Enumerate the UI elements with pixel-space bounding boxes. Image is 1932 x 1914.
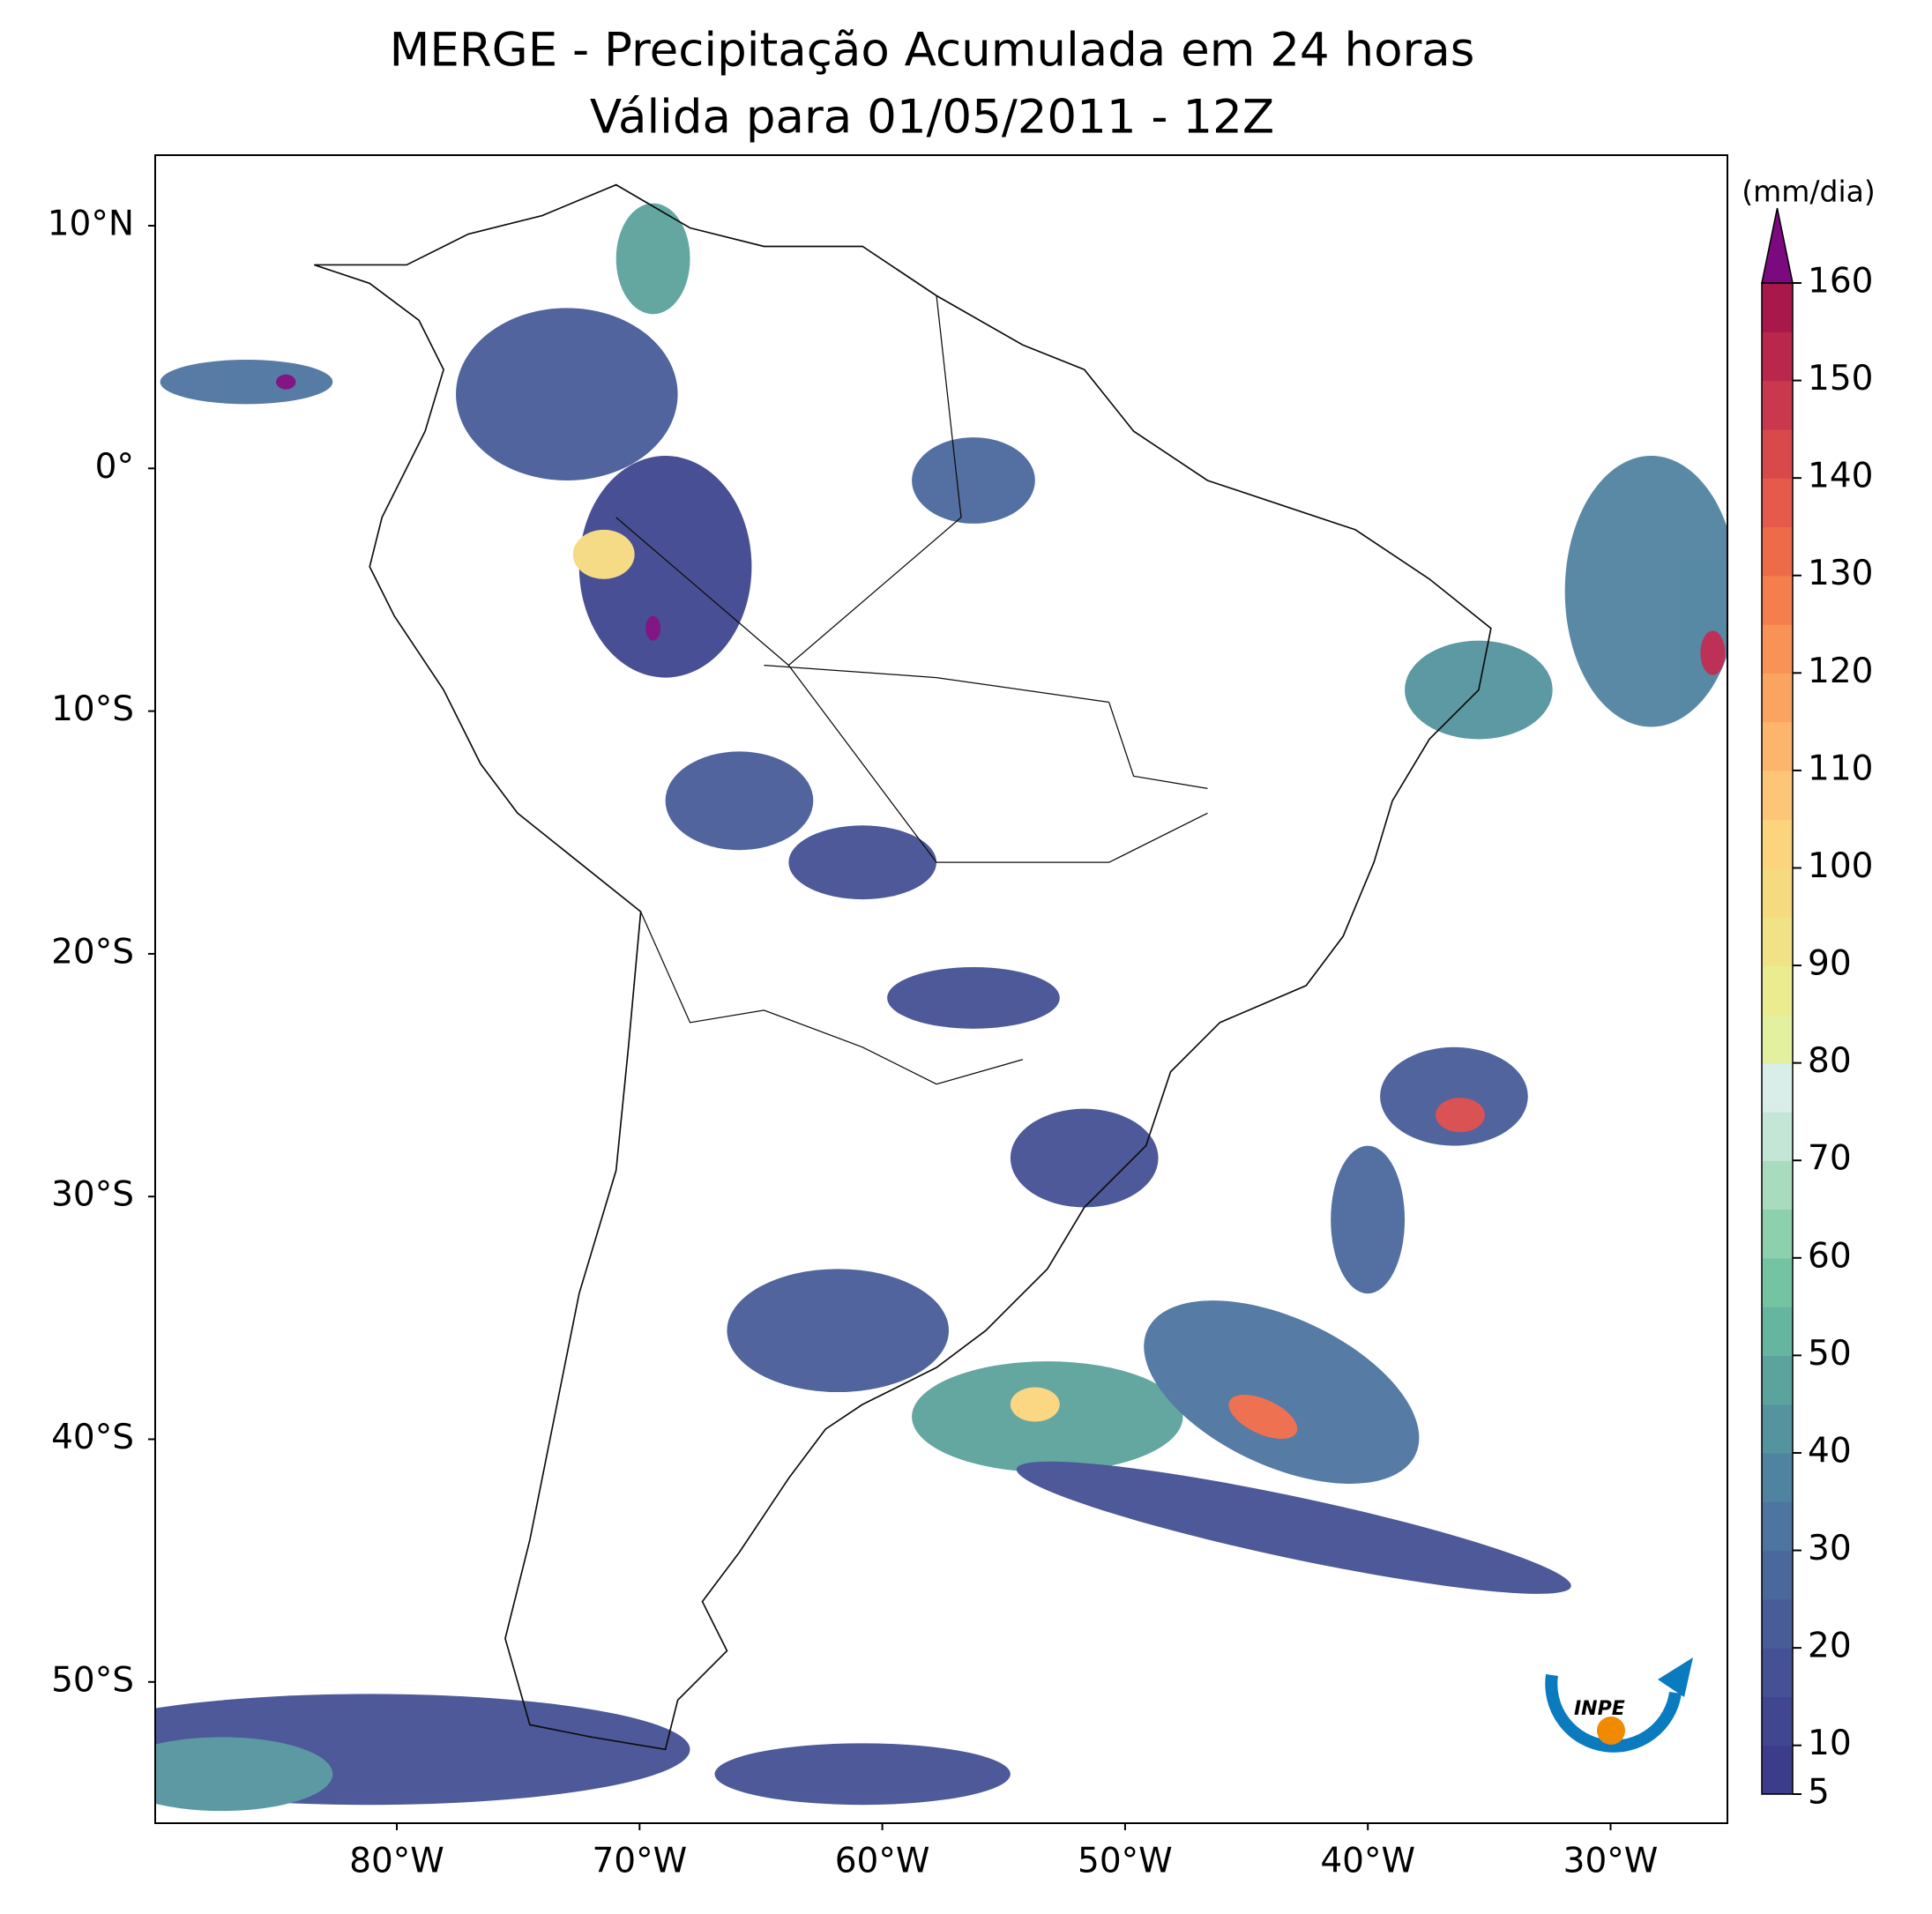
- colorbar-segment: [1762, 868, 1793, 918]
- colorbar-tick-label: 120: [1808, 652, 1873, 691]
- colorbar-segment: [1762, 624, 1793, 674]
- borders: [615, 295, 1208, 1085]
- colorbar-segment: [1762, 1550, 1793, 1600]
- colorbar-segment: [1762, 1696, 1793, 1746]
- lat-label: 30°S: [51, 1175, 134, 1215]
- map-frame: [154, 154, 1728, 1824]
- lon-label: 50°W: [1078, 1842, 1173, 1881]
- colorbar-tick-label: 100: [1808, 846, 1873, 886]
- subtitle: Válida para 01/05/2011 - 12Z: [590, 91, 1274, 145]
- lat-label: 20°S: [51, 932, 134, 972]
- colorbar-segment: [1762, 331, 1793, 382]
- colorbar-segment: [1762, 1355, 1793, 1405]
- colorbar-segment: [1762, 1257, 1793, 1307]
- colorbar-segment: [1762, 1648, 1793, 1698]
- colorbar-tick-label: 20: [1808, 1627, 1852, 1666]
- colorbar-segment: [1762, 1111, 1793, 1161]
- colorbar-segment: [1762, 1501, 1793, 1552]
- colorbar-segment: [1762, 721, 1793, 771]
- colorbar-tick-label: 90: [1808, 944, 1852, 984]
- colorbar-segment: [1762, 770, 1793, 820]
- colorbar-segment: [1762, 428, 1793, 479]
- title: MERGE - Precipitação Acumulada em 24 hor…: [390, 24, 1475, 78]
- logo-arc: [1545, 1674, 1682, 1753]
- lat-label: 10°S: [51, 689, 134, 729]
- colorbar-tick-label: 150: [1808, 359, 1873, 398]
- colorbar-segment: [1762, 1404, 1793, 1454]
- coastline: [314, 183, 1492, 1751]
- colorbar-tick-label: 60: [1808, 1236, 1852, 1276]
- colorbar-segment: [1762, 526, 1793, 577]
- lon-label: 40°W: [1320, 1842, 1415, 1881]
- colorbar-segment: [1762, 916, 1793, 966]
- colorbar-segment: [1762, 380, 1793, 430]
- logo-sun: [1597, 1717, 1625, 1745]
- colorbar-segment: [1762, 1452, 1793, 1502]
- logo: INPE: [1545, 1657, 1693, 1753]
- colorbar-segment: [1762, 1014, 1793, 1064]
- colorbar-segment: [1762, 673, 1793, 723]
- colorbar-segment: [1762, 1598, 1793, 1649]
- colorbar-segment: [1762, 1209, 1793, 1259]
- colorbar-segment: [1762, 283, 1793, 332]
- colorbar-segment: [1762, 1160, 1793, 1210]
- colorbar-frame: [1761, 282, 1794, 1795]
- colorbar-tick-label: 5: [1808, 1773, 1830, 1813]
- lat-label: 50°S: [51, 1660, 134, 1700]
- colorbar-segment: [1762, 1307, 1793, 1356]
- colorbar-label: (mm/dia): [1742, 175, 1876, 209]
- colorbar-segment: [1762, 478, 1793, 528]
- colorbar-segment: [1762, 1745, 1793, 1795]
- colorbar-tick-label: 70: [1808, 1139, 1852, 1179]
- logo-text: INPE: [1574, 1698, 1625, 1720]
- lon-label: 80°W: [349, 1842, 444, 1881]
- colorbar-tick-label: 130: [1808, 554, 1873, 593]
- lat-label: 10°N: [48, 205, 134, 244]
- colorbar-tick-label: 160: [1808, 262, 1873, 302]
- lon-label: 60°W: [835, 1842, 930, 1881]
- colorbar-tick-label: 80: [1808, 1041, 1852, 1081]
- colorbar-segment: [1762, 965, 1793, 1015]
- colorbar-tick-label: 10: [1808, 1724, 1852, 1763]
- colorbar-segment: [1762, 575, 1793, 625]
- logo-arrow: [1658, 1657, 1693, 1697]
- lon-label: 70°W: [592, 1842, 687, 1881]
- colorbar-tick-label: 30: [1808, 1529, 1852, 1568]
- colorbar-tick-label: 140: [1808, 457, 1873, 496]
- map-area: [155, 183, 1727, 1812]
- precipitation-field: [155, 183, 1727, 1812]
- lon-label: 30°W: [1563, 1842, 1659, 1881]
- colorbar-tick-label: 110: [1808, 748, 1873, 788]
- lat-label: 0°: [95, 447, 134, 487]
- colorbar-segment: [1762, 1062, 1793, 1113]
- colorbar-tick-label: 40: [1808, 1431, 1852, 1471]
- colorbar-tick-label: 50: [1808, 1334, 1852, 1374]
- colorbar-extend: [1761, 207, 1794, 284]
- lat-label: 40°S: [51, 1418, 134, 1457]
- colorbar-segment: [1762, 819, 1793, 869]
